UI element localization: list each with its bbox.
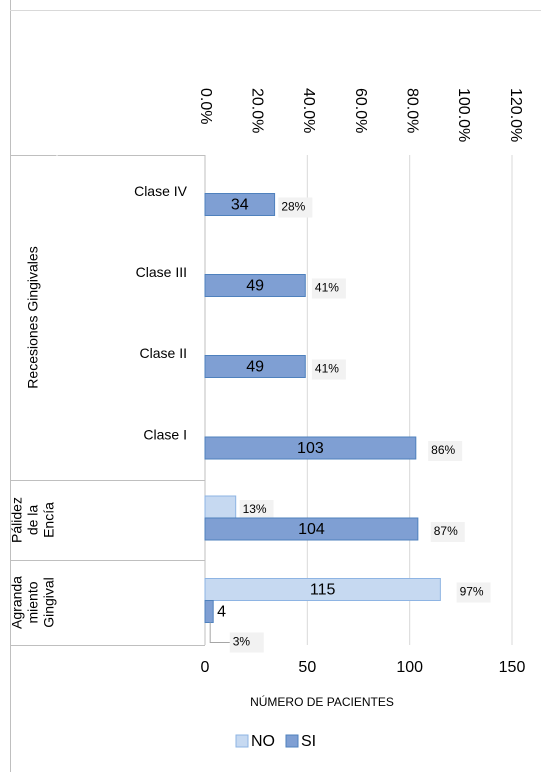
percent-label: 41% — [315, 281, 339, 295]
bar — [204, 436, 417, 460]
bar — [204, 517, 419, 541]
x2-tick-label: 120.0% — [507, 88, 524, 142]
percent-label: 13% — [243, 502, 267, 516]
leader-line — [209, 622, 230, 643]
percent-label: 87% — [434, 524, 458, 538]
x2-tick-label: 100.0% — [455, 88, 472, 142]
x-tick-label: 150 — [499, 659, 526, 676]
percent-label-box — [428, 441, 463, 461]
percent-label: 41% — [315, 362, 339, 376]
group-label: Gingival — [41, 577, 57, 628]
percent-label: 28% — [281, 200, 305, 214]
percent-label-box — [311, 359, 346, 380]
percent-label-box — [430, 522, 465, 542]
bar — [204, 495, 237, 519]
value-label: 103 — [297, 440, 324, 457]
percent-label: 86% — [431, 443, 455, 457]
legend-label: SI — [301, 733, 316, 750]
bar — [204, 600, 214, 623]
group-label: de la — [25, 505, 41, 536]
group-label: miento — [25, 581, 41, 623]
x-tick-label: 100 — [396, 659, 423, 676]
value-label: 34 — [231, 197, 249, 214]
y-tick-label: Clase I — [143, 427, 187, 443]
value-label: 49 — [246, 359, 264, 376]
y-tick-label: Clase II — [140, 345, 187, 361]
percent-label-box — [229, 632, 264, 653]
x2-tick-label: 20.0% — [248, 88, 265, 133]
percent-label: 3% — [233, 635, 251, 649]
group-label: Pálidez — [9, 497, 25, 543]
bar — [204, 355, 306, 378]
x2-tick-label: 40.0% — [300, 88, 317, 133]
value-label: 4 — [217, 604, 226, 621]
x-axis-label: NÚMERO DE PACIENTES — [250, 694, 394, 709]
percent-label-box — [311, 278, 346, 299]
percent-label-box — [239, 500, 274, 520]
legend-swatch — [235, 734, 249, 748]
percent-label: 97% — [460, 585, 484, 599]
percent-label-box — [456, 582, 491, 603]
y-tick-label: Clase III — [136, 264, 187, 280]
legend-label: NO — [251, 733, 275, 750]
x-tick-label: 0 — [201, 659, 210, 676]
x2-tick-label: 80.0% — [403, 88, 420, 133]
bar — [204, 274, 306, 297]
value-label: 49 — [246, 278, 264, 295]
legend-swatch — [285, 734, 299, 748]
bar — [204, 193, 276, 216]
value-label: 115 — [310, 582, 336, 599]
value-label: 104 — [298, 521, 325, 538]
x2-tick-label: 60.0% — [352, 88, 369, 133]
bar — [204, 578, 441, 601]
group-label: Agranda — [9, 576, 25, 629]
x-tick-label: 50 — [298, 659, 316, 676]
y-tick-label: Clase IV — [134, 183, 188, 199]
group-label: Encía — [41, 502, 57, 538]
x2-tick-label: 0.0% — [197, 88, 214, 124]
group-label: Recesiones Gingivales — [25, 246, 41, 388]
percent-label-box — [278, 197, 313, 218]
